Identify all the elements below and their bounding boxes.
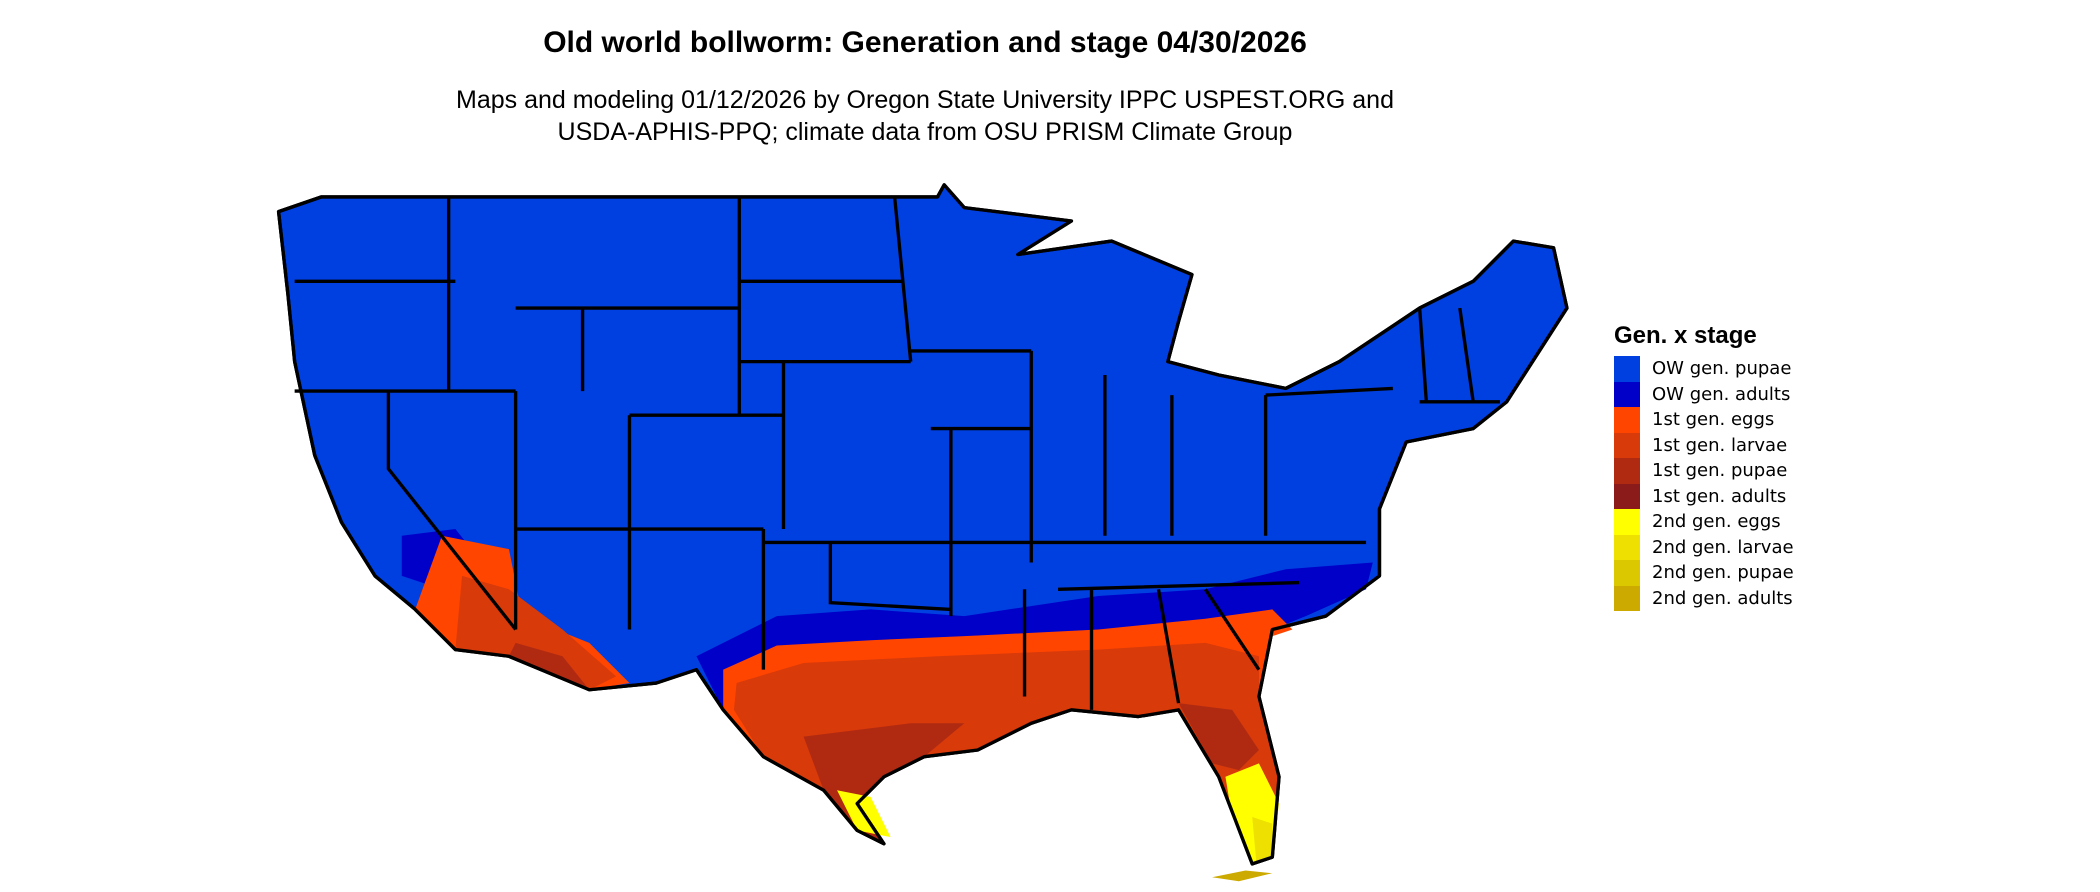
legend-item: 1st gen. adults [1614, 483, 1794, 509]
legend-label: 1st gen. adults [1652, 485, 1787, 507]
legend-swatch [1614, 534, 1640, 560]
map-title: Old world bollworm: Generation and stage… [543, 26, 1307, 59]
legend-swatch [1614, 458, 1640, 484]
outline [276, 183, 1569, 866]
legend-swatch [1614, 585, 1640, 611]
region-1st-gen-pupae [508, 642, 1259, 844]
region-2nd-gen-adults [1212, 870, 1273, 882]
legend-swatch [1614, 407, 1640, 433]
legend-item: 2nd gen. larvae [1614, 534, 1794, 560]
legend-label: OW gen. pupae [1652, 358, 1792, 380]
legend-item: 1st gen. pupae [1614, 458, 1794, 484]
legend-swatch [1614, 381, 1640, 407]
state-borders [294, 196, 1500, 710]
legend-item: 1st gen. eggs [1614, 407, 1794, 433]
legend: Gen. x stage OW gen. pupae OW gen. adults… [1614, 322, 1794, 611]
legend-label: 2nd gen. eggs [1652, 511, 1781, 533]
legend-label: 1st gen. pupae [1652, 460, 1788, 482]
legend-swatch [1614, 356, 1640, 382]
legend-label: 2nd gen. pupae [1652, 562, 1794, 584]
legend-label: 2nd gen. larvae [1652, 536, 1794, 558]
legend-label: OW gen. adults [1652, 383, 1791, 405]
region-1st-gen-larvae [455, 575, 1280, 864]
region-ow-pupae [276, 183, 1569, 866]
map-subtitle-line2: USDA-APHIS-PPQ; climate data from OSU PR… [557, 118, 1293, 146]
legend-item: 1st gen. larvae [1614, 432, 1794, 458]
legend-label: 1st gen. larvae [1652, 434, 1788, 456]
legend-label: 1st gen. eggs [1652, 409, 1775, 431]
region-2nd-gen-eggs [837, 763, 1280, 864]
legend-item: 2nd gen. eggs [1614, 509, 1794, 535]
region-2nd-gen-larvae [1252, 816, 1273, 862]
map-subtitle-line1: Maps and modeling 01/12/2026 by Oregon S… [456, 86, 1394, 114]
legend-swatch [1614, 509, 1640, 535]
legend-item: OW gen. pupae [1614, 356, 1794, 382]
legend-swatch [1614, 483, 1640, 509]
legend-item: 2nd gen. adults [1614, 585, 1794, 611]
legend-title: Gen. x stage [1614, 322, 1757, 349]
legend-item: OW gen. adults [1614, 381, 1794, 407]
legend-swatch [1614, 560, 1640, 586]
legend-label: 2nd gen. adults [1652, 587, 1793, 609]
legend-swatch [1614, 432, 1640, 458]
legend-item: 2nd gen. pupae [1614, 560, 1794, 586]
